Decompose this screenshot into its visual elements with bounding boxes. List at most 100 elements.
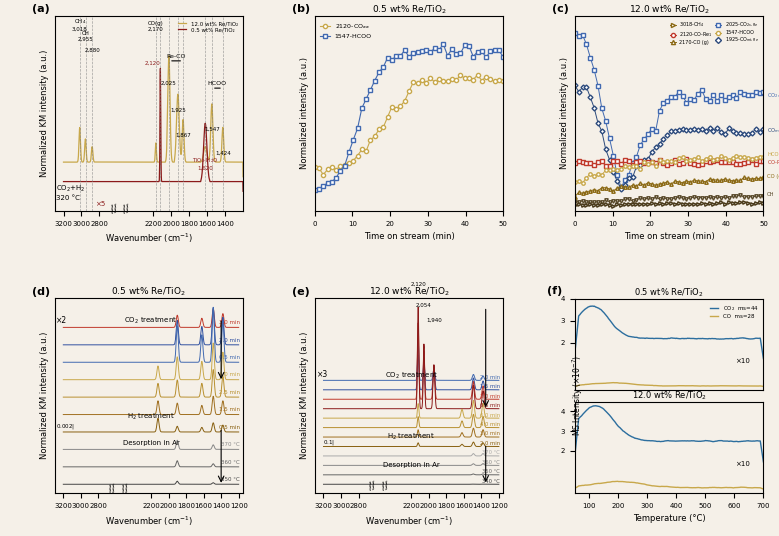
Text: H$_2$ treatment: H$_2$ treatment: [127, 412, 175, 422]
2170-CO(g): [724, 177, 734, 184]
2025-CO$_{Re}$: [574, 32, 583, 39]
Line: 2025-CO$_{Re}$: 2025-CO$_{Re}$: [573, 32, 765, 189]
2025-CO$_{Re}$: [636, 142, 645, 148]
Text: 2,025: 2,025: [161, 80, 177, 85]
1547-HCOO: [456, 50, 465, 57]
12.0 wt% Re/TiO₂: [220, 155, 229, 161]
1547-HCOO: [481, 54, 491, 61]
2120-CO$_{aa}$: [400, 98, 409, 104]
1547-HCOO: [382, 55, 392, 61]
12.0 wt% Re/TiO₂: [159, 159, 168, 165]
3018-CH$_4$: [655, 200, 664, 206]
CO  ms=28: [682, 383, 692, 389]
2120-CO$_{aa}$: [439, 78, 448, 84]
2025-CO$_{Re}$: [705, 98, 714, 105]
2120-CO-Re$_1$: [739, 159, 749, 166]
1547-HCOO: [686, 157, 695, 163]
1547-HCOO: [590, 173, 599, 180]
X-axis label: Wavenumber (cm$^{-1}$): Wavenumber (cm$^{-1}$): [104, 232, 193, 245]
3018-CH$_4$: [743, 199, 753, 206]
Legend: 12.0 wt% Re/TiO₂, 0.5 wt% Re/TiO₂: 12.0 wt% Re/TiO₂, 0.5 wt% Re/TiO₂: [176, 19, 240, 34]
CH: [640, 196, 649, 203]
1547-HCOO: [689, 155, 699, 162]
1925-CO$_{Re}$: [655, 141, 664, 147]
1925-CO$_{Re}$: [682, 126, 691, 133]
2120-CO$_{aa}$: [396, 103, 405, 109]
2025-CO$_{Re}$: [655, 108, 664, 114]
3018-CH$_4$: [636, 200, 645, 207]
1547-HCOO: [319, 183, 328, 189]
CH: [586, 199, 595, 206]
1547-HCOO: [495, 47, 504, 54]
2120-CO-Re$_1$: [601, 162, 610, 169]
Text: 0.5 min: 0.5 min: [219, 355, 240, 360]
2025-CO$_{Re}$: [678, 93, 687, 99]
1925-CO$_{Re}$: [628, 174, 637, 181]
1925-CO$_{Re}$: [578, 84, 587, 91]
CO$_2$  ms=44: [591, 403, 601, 409]
1547-HCOO: [670, 159, 679, 165]
2120-CO-Re$_1$: [616, 161, 626, 167]
Y-axis label: Normalized intensity (a.u.): Normalized intensity (a.u.): [300, 57, 309, 169]
1547-HCOO: [418, 47, 427, 54]
1547-HCOO: [624, 163, 633, 170]
3018-CH$_4$: [697, 200, 707, 207]
2120-CO$_{aa}$: [478, 77, 487, 84]
CH: [686, 195, 695, 201]
0.5 wt% Re/TiO₂: [95, 178, 104, 185]
2170-CO(g): [624, 184, 633, 191]
2120-CO$_{aa}$: [460, 75, 470, 81]
Text: 2,120: 2,120: [145, 61, 160, 66]
1547-HCOO: [473, 49, 482, 55]
1547-HCOO: [724, 157, 734, 163]
3018-CH$_4$: [570, 202, 580, 209]
2120-CO$_{aa}$: [464, 75, 474, 81]
CO  ms=28: [759, 486, 768, 492]
2120-CO-Re$_1$: [713, 157, 722, 163]
3018-CH$_4$: [605, 202, 614, 209]
1547-HCOO: [426, 49, 435, 55]
1547-HCOO: [594, 170, 603, 177]
12.0 wt% Re/TiO₂: [98, 159, 108, 165]
Text: 0.5 min: 0.5 min: [480, 403, 500, 408]
Line: CO  ms=28: CO ms=28: [575, 481, 763, 489]
Text: 370 °C: 370 °C: [221, 442, 240, 447]
1547-HCOO: [643, 161, 653, 168]
Text: (e): (e): [292, 287, 310, 296]
Text: 360 °C: 360 °C: [482, 460, 500, 465]
2120-CO$_{aa}$: [382, 114, 392, 120]
CH: [728, 193, 737, 199]
CH: [693, 195, 703, 201]
1547-HCOO: [464, 43, 474, 49]
Text: 2,120: 2,120: [411, 282, 426, 287]
Text: H$_2$ treatment: H$_2$ treatment: [387, 432, 435, 442]
2120-CO$_{aa}$: [481, 73, 491, 80]
1547-HCOO: [447, 46, 456, 53]
12.0 wt% Re/TiO₂: [95, 159, 104, 165]
1547-HCOO: [628, 163, 637, 170]
2120-CO$_{aa}$: [357, 146, 366, 153]
2120-CO$_{aa}$: [490, 78, 499, 84]
1547-HCOO: [439, 41, 448, 47]
1547-HCOO: [743, 155, 753, 161]
2170-CO(g): [689, 177, 699, 183]
3018-CH$_4$: [709, 200, 718, 207]
Text: CO$_2$ treatment: CO$_2$ treatment: [125, 316, 178, 326]
CO  ms=28: [742, 383, 751, 389]
Title: 0.5 wt% Re/TiO$_2$: 0.5 wt% Re/TiO$_2$: [634, 286, 704, 299]
1547-HCOO: [747, 156, 756, 162]
2025-CO$_{Re}$: [731, 95, 741, 101]
1547-HCOO: [705, 154, 714, 160]
Text: 1.5 min: 1.5 min: [480, 384, 500, 389]
3018-CH$_4$: [582, 202, 591, 209]
2025-CO$_{Re}$: [709, 92, 718, 98]
2120-CO-Re$_1$: [624, 158, 633, 165]
Line: CO  ms=28: CO ms=28: [575, 383, 763, 386]
1925-CO$_{Re}$: [751, 126, 760, 132]
CO$_2$  ms=44: [571, 344, 580, 350]
2170-CO(g): [751, 175, 760, 182]
CO  ms=28: [608, 379, 618, 386]
1925-CO$_{Re}$: [670, 128, 679, 134]
Text: 6.0 min: 6.0 min: [480, 413, 500, 418]
1925-CO$_{Re}$: [590, 105, 599, 111]
